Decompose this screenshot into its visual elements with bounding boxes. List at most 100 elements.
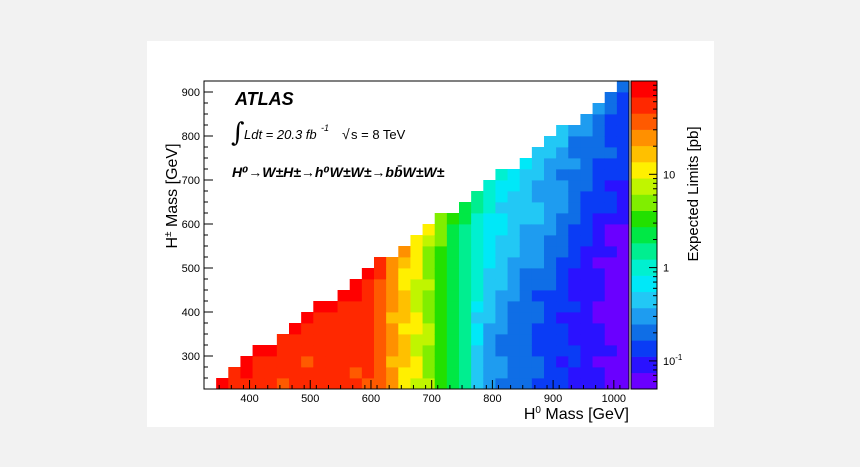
heatmap-cell	[446, 334, 460, 346]
heatmap-cell	[434, 334, 448, 346]
heatmap-cell	[556, 378, 569, 390]
heatmap-cell	[434, 246, 448, 258]
heatmap-cell	[544, 290, 557, 302]
heatmap-cell	[434, 213, 448, 225]
heatmap-cell	[483, 367, 496, 379]
heatmap-cell	[519, 323, 533, 335]
heatmap-cell	[592, 158, 606, 170]
heatmap-cell	[519, 301, 533, 313]
heatmap-cell	[337, 323, 351, 335]
heatmap-cell	[592, 224, 606, 236]
heatmap-cell	[556, 323, 569, 335]
heatmap-cell	[459, 246, 472, 258]
heatmap-cell	[616, 81, 630, 93]
heatmap-cell	[410, 235, 423, 247]
heatmap-cell	[519, 312, 533, 324]
y-axis-title-symbol: H	[164, 237, 181, 249]
heatmap-cell	[434, 301, 448, 313]
heatmap-cell	[422, 235, 436, 247]
heatmap-cell	[604, 257, 618, 269]
heatmap-cell	[276, 334, 290, 346]
heatmap-cell	[604, 378, 618, 390]
heatmap-cell	[471, 268, 484, 280]
heatmap-cell	[616, 356, 630, 368]
heatmap-cell	[325, 345, 338, 357]
x-tick-label: 800	[483, 393, 501, 405]
heatmap-cell	[519, 268, 533, 280]
heatmap-cell	[410, 334, 423, 346]
heatmap-cell	[519, 378, 533, 390]
heatmap-cell	[544, 169, 557, 181]
heatmap-cell	[495, 169, 508, 181]
heatmap-cell	[507, 213, 521, 225]
heatmap-cell	[592, 180, 606, 192]
heatmap-cell	[301, 356, 314, 368]
colorbar-segment	[631, 275, 657, 293]
heatmap-cell	[568, 312, 581, 324]
heatmap-cell	[531, 147, 545, 159]
heatmap-cell	[446, 235, 460, 247]
heatmap-cell	[507, 301, 521, 313]
heatmap-cell	[544, 158, 557, 170]
heatmap-cell	[580, 180, 593, 192]
colorbar-segment	[631, 113, 657, 130]
heatmap-cell	[592, 147, 606, 159]
heatmap-cell	[240, 356, 253, 368]
y-tick-label: 800	[182, 131, 200, 143]
heatmap-cell	[592, 323, 606, 335]
x-tick-label: 600	[362, 393, 380, 405]
heatmap-cell	[544, 312, 557, 324]
heatmap-cell	[519, 213, 533, 225]
heatmap-cell	[519, 169, 533, 181]
heatmap-cell	[592, 103, 606, 115]
heatmap-cell	[459, 345, 472, 357]
heatmap-cell	[361, 279, 375, 291]
heatmap-cell	[604, 125, 618, 137]
heatmap-cell	[507, 191, 521, 203]
heatmap-cell	[580, 136, 593, 148]
heatmap-cell	[422, 257, 436, 269]
heatmap-cell	[459, 367, 472, 379]
heatmap-cell	[422, 356, 436, 368]
heatmap-cell	[568, 334, 581, 346]
heatmap-cell	[568, 136, 581, 148]
heatmap-cell	[471, 224, 484, 236]
heatmap-cell	[616, 334, 630, 346]
heatmap-cell	[592, 356, 606, 368]
heatmap-cell	[592, 312, 606, 324]
heatmap-cell	[495, 268, 508, 280]
heatmap-cell	[410, 345, 423, 357]
heatmap-cell	[519, 158, 533, 170]
heatmap-cell	[556, 246, 569, 258]
heatmap-cell	[446, 345, 460, 357]
heatmap-cell	[495, 367, 508, 379]
heatmap-cell	[616, 246, 630, 258]
heatmap-cell	[556, 279, 569, 291]
heatmap-cell	[507, 356, 521, 368]
heatmap-cell	[604, 334, 618, 346]
x-tick-label: 700	[422, 393, 440, 405]
luminosity-exponent: -1	[321, 123, 329, 133]
heatmap-cell	[580, 235, 593, 247]
heatmap-cell	[568, 279, 581, 291]
heatmap-cell	[337, 356, 351, 368]
heatmap-cell	[495, 235, 508, 247]
heatmap-cell	[531, 224, 545, 236]
heatmap-cell	[434, 235, 448, 247]
heatmap-cell	[580, 125, 593, 137]
heatmap-cell	[289, 367, 302, 379]
heatmap-cell	[556, 136, 569, 148]
colorbar-ticks: 10 1 10-1	[649, 84, 683, 390]
colorbar-segment	[631, 324, 657, 341]
heatmap-cell	[556, 290, 569, 302]
heatmap-cell	[483, 235, 496, 247]
heatmap-cell	[459, 235, 472, 247]
heatmap-cell	[495, 191, 508, 203]
heatmap-cell	[374, 356, 387, 368]
heatmap-cell	[580, 213, 593, 225]
heatmap-cell	[337, 301, 351, 313]
heatmap-cell	[374, 334, 387, 346]
heatmap-cell	[471, 257, 484, 269]
heatmap-cell	[264, 345, 278, 357]
x-axis: 400 500 600 700 800 900 1000	[218, 380, 626, 405]
